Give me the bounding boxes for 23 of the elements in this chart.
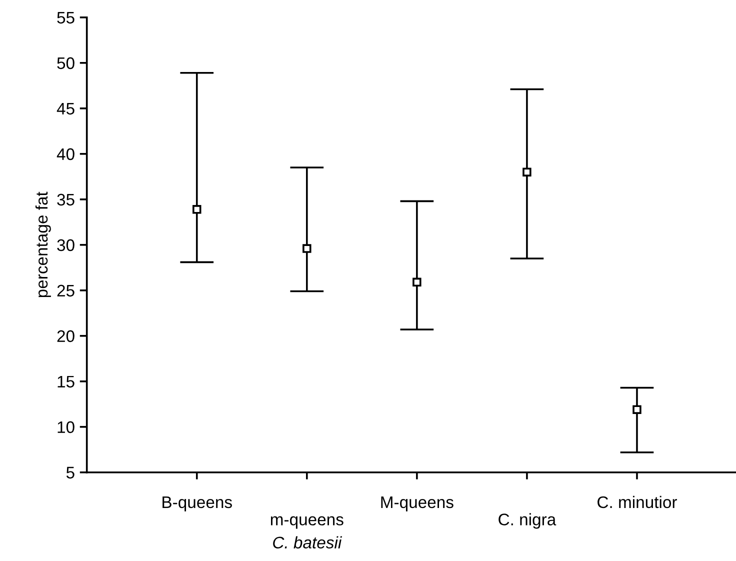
y-tick-label: 50: [57, 57, 74, 70]
y-tick-label: 20: [57, 330, 74, 342]
x-tick-label: C. minutior: [598, 496, 677, 508]
y-tick-label: 40: [56, 148, 74, 160]
point: [522, 168, 532, 176]
point: [302, 244, 312, 253]
x-tick-label: B-queens: [162, 496, 232, 512]
y-tick-label: 5: [66, 466, 74, 479]
text: C. batesii: [273, 536, 342, 548]
y-tick-label: 30: [57, 239, 74, 252]
y-tick-label: 55: [57, 12, 74, 24]
point: [412, 278, 422, 287]
y-axis-title: percentage fat: [35, 192, 51, 298]
y-tick-label: 10: [58, 421, 74, 434]
x-tick-label: m-queens: [270, 516, 344, 529]
point: [192, 205, 202, 214]
y-tick-label: 35: [57, 194, 74, 206]
y-tick-label: 25: [57, 284, 74, 297]
x-tick-label: C. nigra: [498, 513, 556, 529]
y-tick-label: 45: [56, 102, 74, 115]
x-tick-label: M-queens: [381, 496, 454, 512]
point: [632, 405, 642, 414]
y-tick-label: 15: [58, 376, 74, 388]
